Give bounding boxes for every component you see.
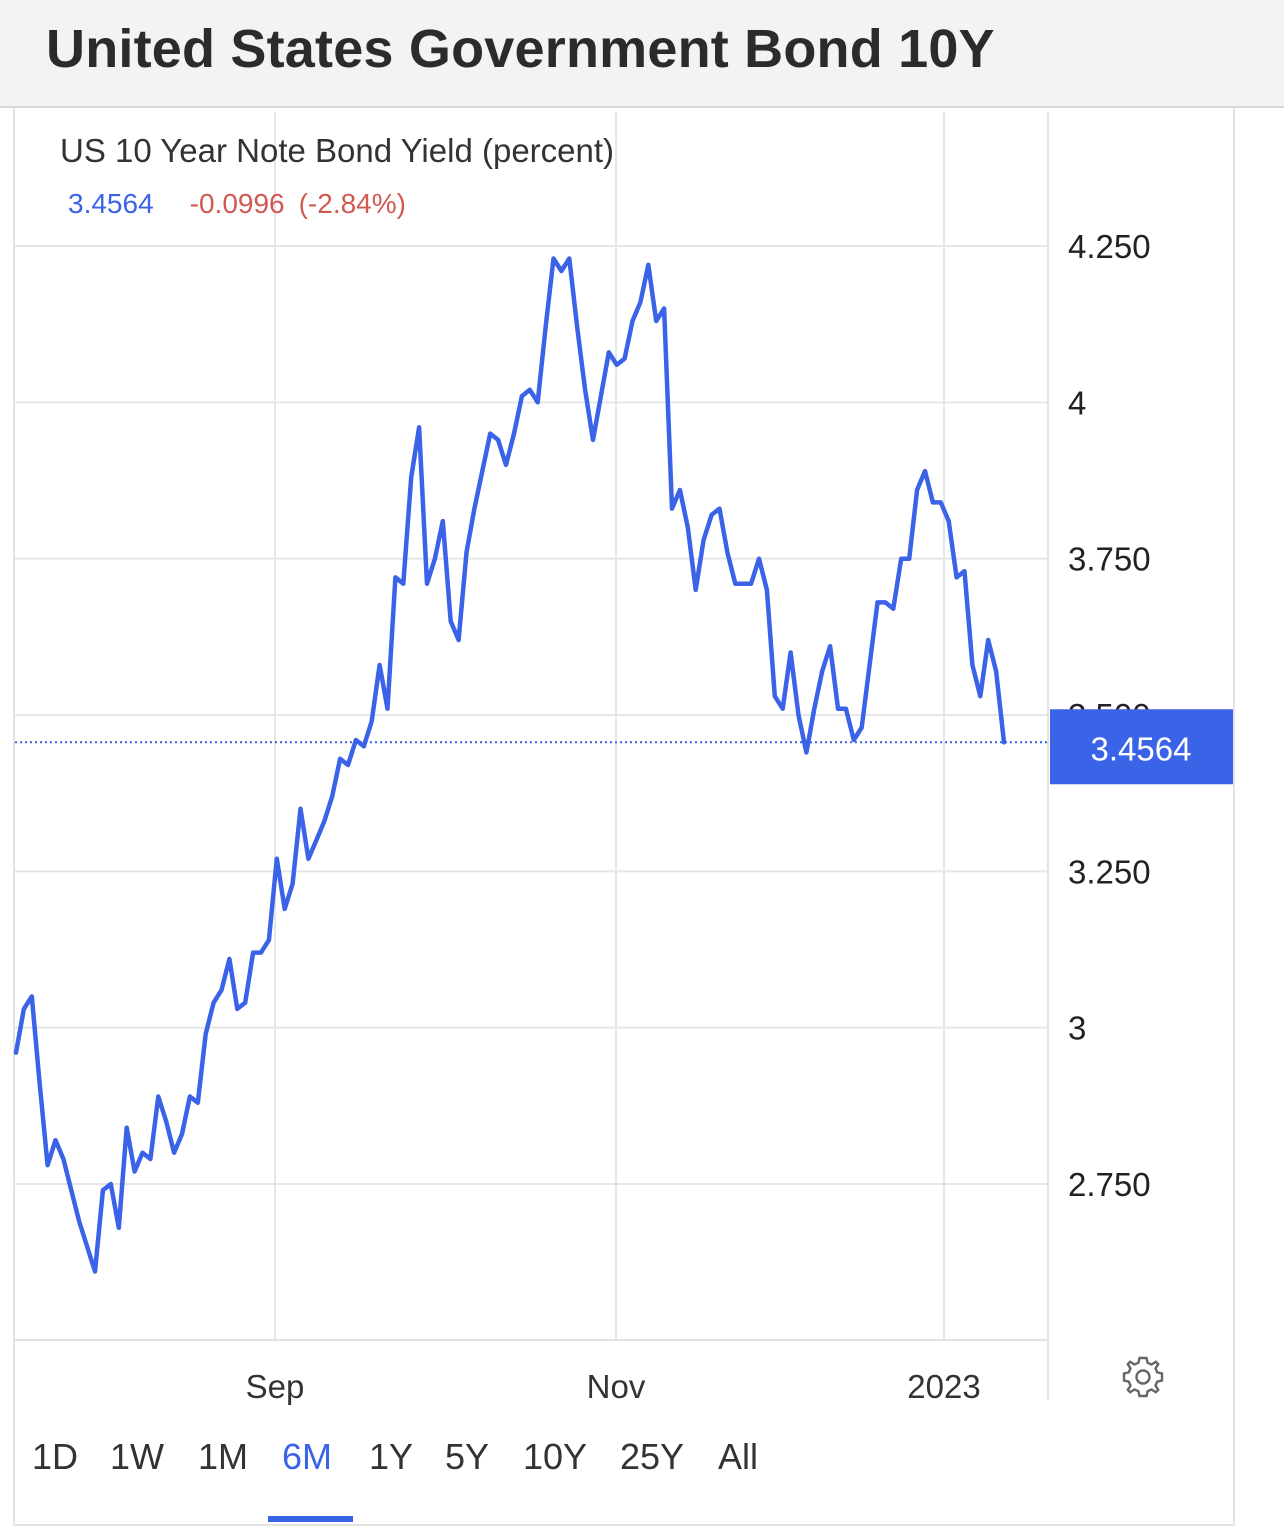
y-tick-label: 4 bbox=[1068, 384, 1086, 421]
chart-card bbox=[13, 108, 1235, 1526]
y-tick-label: 3 bbox=[1068, 1010, 1086, 1047]
series-title: US 10 Year Note Bond Yield (percent) bbox=[60, 132, 615, 169]
page-title: United States Government Bond 10Y bbox=[46, 19, 995, 79]
range-selector: 1D 1W 1M 6M 1Y 5Y 10Y 25Y All bbox=[0, 1436, 900, 1526]
active-range-underline bbox=[268, 1516, 353, 1522]
range-button-5y[interactable]: 5Y bbox=[445, 1436, 490, 1477]
last-value-tag-label: 3.4564 bbox=[1091, 730, 1192, 767]
gear-icon[interactable] bbox=[1120, 1354, 1166, 1400]
range-button-1w[interactable]: 1W bbox=[110, 1436, 164, 1477]
y-tick-label: 3.250 bbox=[1068, 853, 1151, 890]
quote-stats: 3.4564 -0.0996 (-2.84%) bbox=[68, 188, 406, 220]
x-tick-label: 2023 bbox=[907, 1368, 980, 1405]
y-tick-label: 4.250 bbox=[1068, 228, 1151, 265]
page-header: United States Government Bond 10Y bbox=[0, 0, 1284, 108]
range-button-1d[interactable]: 1D bbox=[32, 1436, 79, 1477]
x-tick-label: Nov bbox=[587, 1368, 646, 1405]
range-button-1y[interactable]: 1Y bbox=[369, 1436, 414, 1477]
last-value-tag bbox=[1050, 709, 1233, 785]
y-tick-label: 3.750 bbox=[1068, 541, 1151, 578]
range-button-1m[interactable]: 1M bbox=[198, 1436, 249, 1477]
range-button-25y[interactable]: 25Y bbox=[620, 1436, 685, 1477]
range-button-all[interactable]: All bbox=[718, 1436, 759, 1477]
y-tick-label: 2.750 bbox=[1068, 1166, 1151, 1203]
range-button-10y[interactable]: 10Y bbox=[523, 1436, 588, 1477]
last-value: 3.4564 bbox=[68, 188, 154, 219]
range-button-6m[interactable]: 6M bbox=[282, 1436, 333, 1477]
x-tick-label: Sep bbox=[246, 1368, 305, 1405]
change-value: -0.0996 bbox=[189, 188, 285, 219]
change-percent: (-2.84%) bbox=[298, 188, 406, 219]
series-line bbox=[13, 256, 1007, 1274]
